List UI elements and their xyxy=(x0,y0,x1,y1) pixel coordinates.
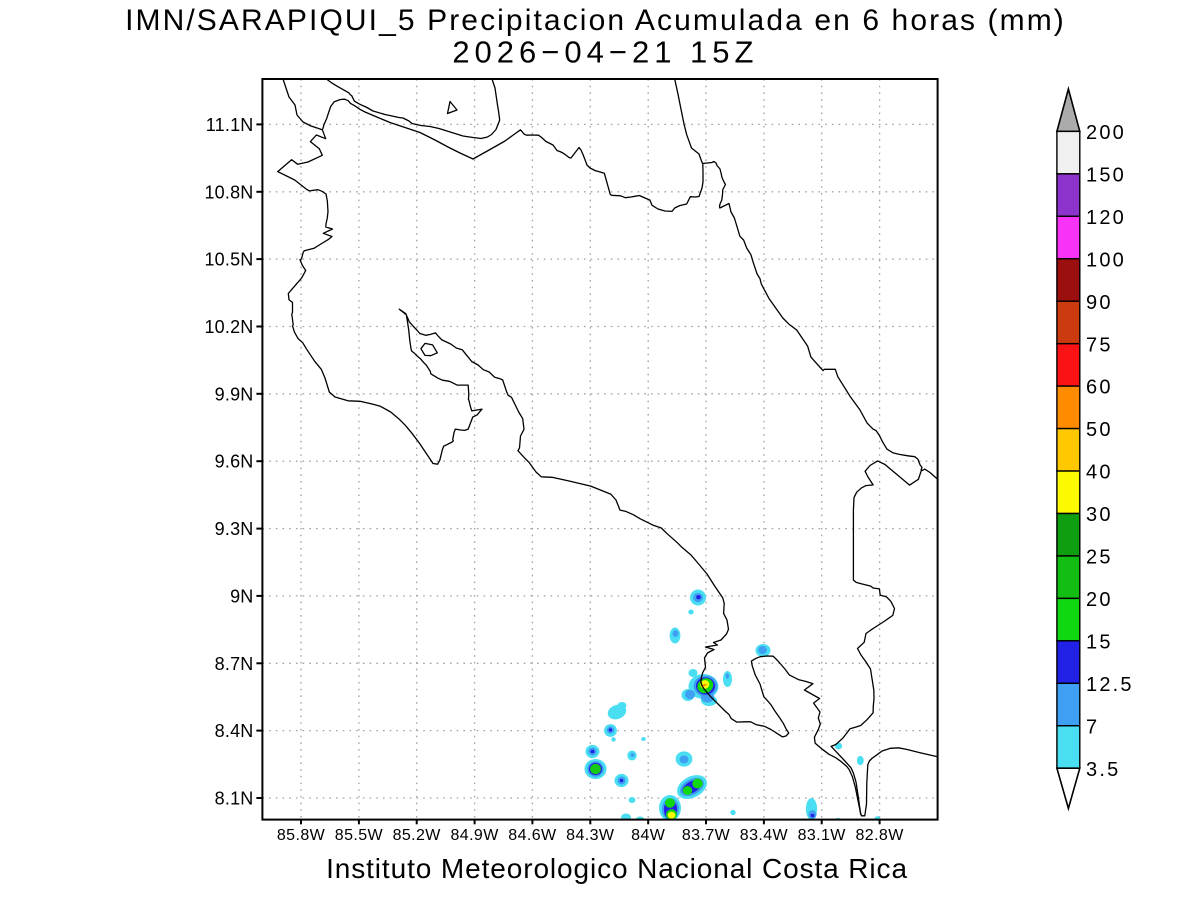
svg-text:20: 20 xyxy=(1086,589,1113,611)
svg-text:75: 75 xyxy=(1086,334,1113,356)
svg-text:12.5: 12.5 xyxy=(1086,674,1134,696)
svg-text:84.3W: 84.3W xyxy=(566,827,615,844)
svg-text:25: 25 xyxy=(1086,547,1113,569)
svg-text:84.6W: 84.6W xyxy=(508,827,557,844)
svg-text:85.8W: 85.8W xyxy=(277,827,326,844)
svg-text:8.4N: 8.4N xyxy=(215,721,254,741)
svg-text:83.7W: 83.7W xyxy=(682,827,731,844)
svg-text:85.2W: 85.2W xyxy=(393,827,442,844)
svg-text:8.1N: 8.1N xyxy=(215,789,254,809)
svg-text:84.9W: 84.9W xyxy=(450,827,499,844)
svg-text:100: 100 xyxy=(1086,249,1126,271)
svg-text:10.5N: 10.5N xyxy=(204,250,253,270)
svg-text:8.7N: 8.7N xyxy=(215,654,254,674)
svg-text:83.1W: 83.1W xyxy=(798,827,847,844)
svg-text:60: 60 xyxy=(1086,377,1113,399)
svg-text:IMN/SARAPIQUI_5 Precipitacion: IMN/SARAPIQUI_5 Precipitacion Acumulada … xyxy=(125,4,1066,37)
svg-text:40: 40 xyxy=(1086,462,1113,484)
svg-text:150: 150 xyxy=(1086,165,1126,187)
svg-text:90: 90 xyxy=(1086,292,1113,314)
svg-text:9.3N: 9.3N xyxy=(215,519,254,539)
svg-text:82.8W: 82.8W xyxy=(855,827,904,844)
svg-text:11.1N: 11.1N xyxy=(206,115,254,135)
svg-text:9.6N: 9.6N xyxy=(215,452,254,472)
svg-text:83.4W: 83.4W xyxy=(740,827,789,844)
svg-text:9.9N: 9.9N xyxy=(215,384,254,404)
svg-text:3.5: 3.5 xyxy=(1086,759,1120,781)
svg-text:2026−04−21 15Z: 2026−04−21 15Z xyxy=(452,35,758,70)
svg-text:85.5W: 85.5W xyxy=(335,827,384,844)
svg-text:120: 120 xyxy=(1086,207,1126,229)
svg-text:10.8N: 10.8N xyxy=(204,182,253,202)
svg-text:15: 15 xyxy=(1086,632,1113,654)
svg-text:200: 200 xyxy=(1086,122,1126,144)
svg-text:10.2N: 10.2N xyxy=(204,317,253,337)
svg-text:30: 30 xyxy=(1086,504,1113,526)
svg-text:7: 7 xyxy=(1086,716,1099,738)
svg-text:9N: 9N xyxy=(230,586,253,606)
svg-text:50: 50 xyxy=(1086,419,1113,441)
svg-text:Instituto Meteorologico Nacion: Instituto Meteorologico Nacional Costa R… xyxy=(326,853,908,884)
svg-text:84W: 84W xyxy=(631,827,666,844)
